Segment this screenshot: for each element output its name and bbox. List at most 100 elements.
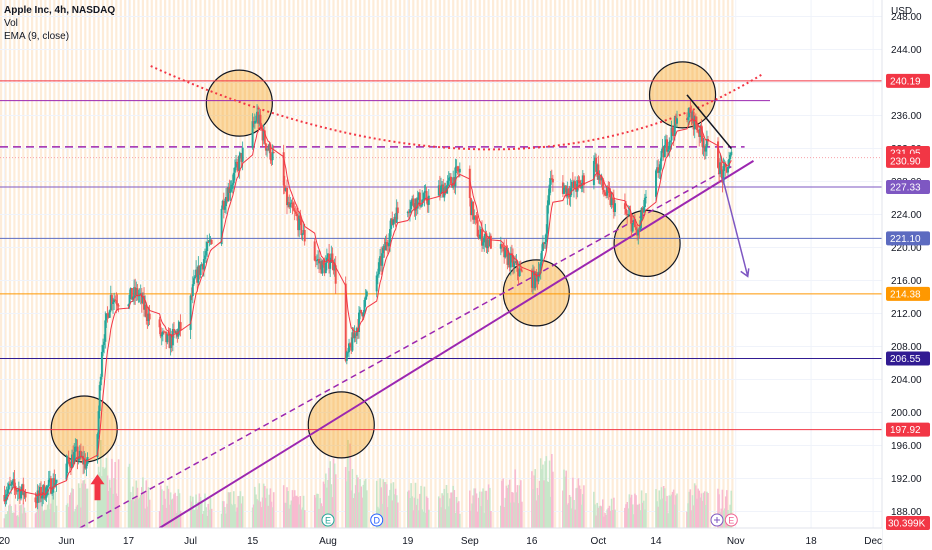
- candle-body: [207, 241, 210, 243]
- level-badge-text: 214.38: [890, 289, 921, 300]
- volume-bar: [423, 486, 426, 528]
- session-band: [651, 0, 654, 528]
- candle-body: [548, 184, 551, 196]
- candle-body: [169, 334, 172, 348]
- volume-bar: [479, 491, 481, 528]
- candle-body: [530, 270, 533, 288]
- candle-body: [670, 127, 673, 141]
- legend-volume[interactable]: Vol: [4, 18, 18, 29]
- candle-body: [76, 446, 79, 461]
- volume-bar: [483, 513, 485, 528]
- candle-body: [268, 144, 271, 151]
- candle-body: [442, 184, 445, 198]
- session-band: [660, 0, 663, 528]
- volume-bar: [391, 500, 393, 528]
- session-band: [407, 0, 410, 528]
- session-band: [425, 0, 428, 528]
- candle-body: [298, 215, 301, 231]
- candle-body: [108, 310, 111, 318]
- red-up-arrow: [90, 474, 105, 501]
- volume-bar: [298, 504, 300, 528]
- candle-body: [283, 185, 286, 191]
- candle-body: [237, 163, 240, 171]
- volume-bar: [675, 495, 677, 528]
- candle-body: [599, 175, 602, 181]
- candle-body: [657, 167, 660, 173]
- candle-body: [260, 124, 263, 129]
- candle-body: [629, 214, 632, 218]
- candle-body: [266, 148, 268, 151]
- volume-bar: [49, 509, 51, 528]
- volume-bar: [270, 501, 273, 528]
- volume-bar: [552, 471, 554, 528]
- candle-body: [352, 332, 355, 339]
- candle-body: [571, 182, 574, 188]
- candle-body: [719, 162, 722, 174]
- volume-bar: [328, 467, 330, 528]
- candle-body: [141, 295, 144, 304]
- candle-body: [598, 175, 601, 180]
- volume-bar: [722, 510, 725, 528]
- volume-bar: [205, 507, 207, 528]
- candle-body: [574, 181, 577, 189]
- session-band: [633, 0, 636, 528]
- candle-body: [102, 345, 104, 352]
- volume-bar: [172, 498, 174, 528]
- volume-bar: [690, 510, 693, 528]
- volume-bar: [22, 503, 25, 528]
- candle-body: [474, 215, 477, 217]
- session-band: [562, 0, 566, 528]
- candle-body: [34, 497, 37, 503]
- volume-bar: [408, 490, 410, 528]
- candle-body: [532, 270, 534, 288]
- volume-bar: [168, 504, 171, 528]
- candle-body: [445, 185, 448, 194]
- session-band: [456, 0, 459, 528]
- candle-body: [50, 478, 52, 494]
- volume-bar: [414, 482, 417, 528]
- candle-body: [255, 120, 257, 122]
- volume-bar: [657, 506, 659, 528]
- volume-bar: [567, 503, 570, 528]
- volume-bar: [44, 509, 47, 528]
- volume-bar: [288, 508, 290, 528]
- event-marker: [724, 513, 738, 527]
- candle-body: [705, 139, 708, 148]
- volume-bar: [202, 513, 204, 528]
- session-band: [150, 0, 153, 528]
- session-band: [500, 0, 503, 528]
- volume-bar: [52, 499, 54, 528]
- candle-body: [239, 153, 242, 157]
- candle-body: [382, 246, 385, 254]
- volume-bar: [230, 503, 233, 528]
- candle-body: [533, 270, 536, 289]
- volume-bar: [605, 515, 607, 528]
- volume-bar: [76, 504, 79, 528]
- level-badge: [886, 231, 930, 246]
- session-band: [270, 0, 273, 528]
- candle-body: [319, 261, 322, 264]
- volume-bar: [629, 497, 632, 528]
- volume-bar: [450, 492, 452, 528]
- volume-bar: [259, 501, 262, 528]
- legend-title: Apple Inc, 4h, NASDAQ: [4, 5, 116, 16]
- candle-body: [392, 220, 395, 225]
- session-band: [265, 0, 269, 528]
- volume-bar: [703, 491, 706, 528]
- currency-label[interactable]: USD: [891, 6, 913, 17]
- candle-body: [289, 203, 292, 208]
- candle-body: [446, 180, 449, 186]
- candle-body: [407, 211, 410, 213]
- volume-bar: [165, 507, 167, 528]
- candle-body: [109, 295, 112, 311]
- candle-body: [262, 130, 265, 141]
- candle-body: [410, 201, 413, 210]
- candle-body: [610, 197, 613, 205]
- volume-bar: [455, 497, 458, 528]
- candle-body: [128, 295, 131, 305]
- legend-ema[interactable]: EMA (9, close): [4, 31, 70, 42]
- candle-body: [209, 239, 212, 241]
- session-band: [44, 0, 47, 528]
- volume-bar: [83, 480, 85, 528]
